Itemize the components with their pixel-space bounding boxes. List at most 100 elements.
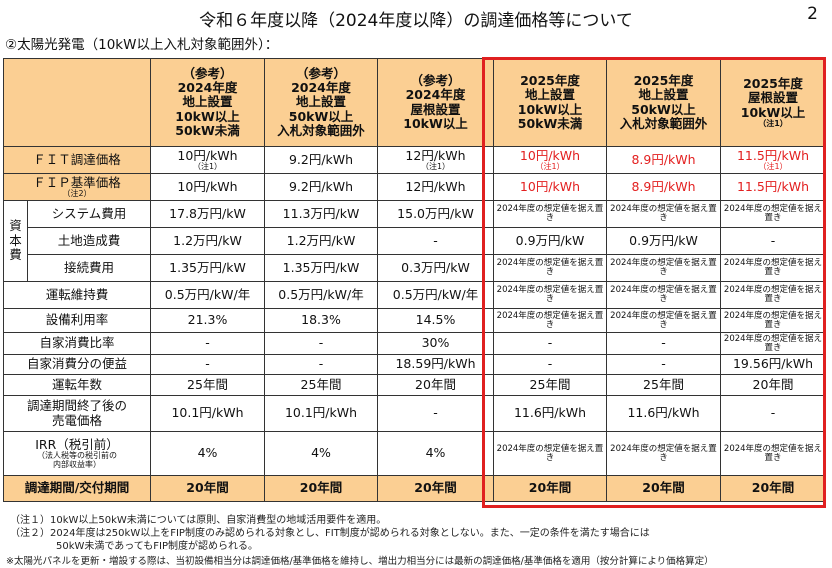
col-header-4: 2025年度 地上設置 10kW以上 50kW未満 xyxy=(493,58,607,147)
post-price-value: - xyxy=(720,395,826,432)
page-number: 2 xyxy=(807,4,818,24)
land-value: 1.2万円/kW xyxy=(150,227,265,255)
connection-value: 1.35万円/kW xyxy=(150,254,265,282)
self-ratio-value: - xyxy=(606,332,721,355)
row-fip: ＦＩＰ基準価格 （注2） 10円/kWh 9.2円/kWh 12円/kWh 10円… xyxy=(3,173,826,201)
connection-value: 0.3万円/kW xyxy=(377,254,494,282)
years-value: 25年間 xyxy=(264,374,378,396)
row-period: 調達期間/交付期間 20年間 20年間 20年間 20年間 20年間 20年間 xyxy=(3,475,826,502)
fit-value: 9.2円/kWh xyxy=(264,146,378,174)
om-value: 2024年度の想定値を据え置き xyxy=(493,281,607,309)
om-value: 0.5万円/kW/年 xyxy=(377,281,494,309)
self-benefit-value: - xyxy=(150,354,265,375)
fip-value: 9.2円/kWh xyxy=(264,173,378,201)
connection-value: 2024年度の想定値を据え置き xyxy=(493,254,607,282)
connection-value: 2024年度の想定値を据え置き xyxy=(606,254,721,282)
irr-value: 4% xyxy=(377,431,494,476)
row-om-cost: 運転維持費 0.5万円/kW/年 0.5万円/kW/年 0.5万円/kW/年 2… xyxy=(3,281,826,309)
row-label-connection: 接続費用 xyxy=(27,254,151,282)
row-system-cost: 資本費 システム費用 17.8万円/kW 11.3万円/kW 15.0万円/kW… xyxy=(3,200,826,282)
self-ratio-value: - xyxy=(493,332,607,355)
irr-value: 2024年度の想定値を据え置き xyxy=(720,431,826,476)
capacity-value: 18.3% xyxy=(264,308,378,333)
footnote-2-cont: 50kW未満であってもFIP制度が認められる。 xyxy=(56,541,259,552)
row-self-consumption-benefit: 自家消費分の便益 - - 18.59円/kWh - - 19.56円/kWh xyxy=(3,354,826,375)
capacity-value: 2024年度の想定値を据え置き xyxy=(720,308,826,333)
self-benefit-value: 18.59円/kWh xyxy=(377,354,494,375)
header-row: （参考） 2024年度 地上設置 10kW以上 50kW未満 （参考） 2024年度 地上設… xyxy=(3,58,826,147)
land-value: 0.9万円/kW xyxy=(493,227,607,255)
col-header-1: （参考） 2024年度 地上設置 10kW以上 50kW未満 xyxy=(150,58,265,147)
years-value: 25年間 xyxy=(493,374,607,396)
capital-cost-group-label: 資本費 xyxy=(3,200,28,282)
self-ratio-value: - xyxy=(150,332,265,355)
system-value: 17.8万円/kW xyxy=(150,200,265,228)
system-value: 2024年度の想定値を据え置き xyxy=(720,200,826,228)
fit-value: 12円/kWh （注1） xyxy=(377,146,494,174)
years-value: 20年間 xyxy=(720,374,826,396)
row-label-self-ratio: 自家消費比率 xyxy=(3,332,151,355)
om-value: 0.5万円/kW/年 xyxy=(150,281,265,309)
self-ratio-value: 2024年度の想定値を据え置き xyxy=(720,332,826,355)
land-value: 1.2万円/kW xyxy=(264,227,378,255)
row-capacity-factor: 設備利用率 21.3% 18.3% 14.5% 2024年度の想定値を据え置き … xyxy=(3,308,826,333)
irr-value: 2024年度の想定値を据え置き xyxy=(606,431,721,476)
fit-value: 11.5円/kWh （注1） xyxy=(720,146,826,174)
row-operating-years: 運転年数 25年間 25年間 20年間 25年間 25年間 20年間 xyxy=(3,374,826,396)
col-header-3: （参考） 2024年度 屋根設置 10kW以上 xyxy=(377,58,494,147)
row-label-period: 調達期間/交付期間 xyxy=(3,475,151,502)
system-value: 15.0万円/kW xyxy=(377,200,494,228)
footnote-2: （注２）2024年度は250kW以上をFIP制度のみ認められる対象とし、FIT制… xyxy=(10,528,650,539)
self-benefit-value: - xyxy=(264,354,378,375)
post-price-value: 11.6円/kWh xyxy=(493,395,607,432)
years-value: 25年間 xyxy=(606,374,721,396)
connection-value: 1.35万円/kW xyxy=(264,254,378,282)
row-label-system: システム費用 xyxy=(27,200,151,228)
row-land-cost: 土地造成費 1.2万円/kW 1.2万円/kW - 0.9万円/kW 0.9万円… xyxy=(4,227,826,255)
fit-value: 10円/kWh （注1） xyxy=(493,146,607,174)
system-value: 11.3万円/kW xyxy=(264,200,378,228)
post-price-value: 11.6円/kWh xyxy=(606,395,721,432)
self-ratio-value: - xyxy=(264,332,378,355)
self-benefit-value: - xyxy=(493,354,607,375)
period-value: 20年間 xyxy=(493,475,607,502)
system-value: 2024年度の想定値を据え置き xyxy=(493,200,607,228)
fip-value: 12円/kWh xyxy=(377,173,494,201)
row-self-consumption-ratio: 自家消費比率 - - 30% - - 2024年度の想定値を据え置き xyxy=(3,332,826,355)
post-price-value: 10.1円/kWh xyxy=(150,395,265,432)
row-label-capacity: 設備利用率 xyxy=(3,308,151,333)
connection-value: 2024年度の想定値を据え置き xyxy=(720,254,826,282)
row-fit: ＦＩＴ調達価格 10円/kWh （注1） 9.2円/kWh 12円/kWh （注1）… xyxy=(3,146,826,174)
self-benefit-value: - xyxy=(606,354,721,375)
capacity-value: 21.3% xyxy=(150,308,265,333)
row-label-post-price: 調達期間終了後の 売電価格 xyxy=(3,395,151,432)
post-price-value: - xyxy=(377,395,494,432)
capacity-value: 2024年度の想定値を据え置き xyxy=(606,308,721,333)
irr-value: 4% xyxy=(264,431,378,476)
row-label-om: 運転維持費 xyxy=(3,281,151,309)
row-irr: IRR（税引前） （法人税等の税引前の 内部収益率） 4% 4% 4% 2024年度… xyxy=(3,431,826,476)
irr-value: 2024年度の想定値を据え置き xyxy=(493,431,607,476)
row-label-fit: ＦＩＴ調達価格 xyxy=(3,146,151,174)
period-value: 20年間 xyxy=(720,475,826,502)
land-value: - xyxy=(720,227,826,255)
row-label-years: 運転年数 xyxy=(3,374,151,396)
footnote-3: ※太陽光パネルを更新・増設する際は、当初設備相当分は調達価格/基準価格を維持し、… xyxy=(6,556,714,567)
page-title: 令和６年度以降（2024年度以降）の調達価格等について xyxy=(199,11,633,31)
years-value: 25年間 xyxy=(150,374,265,396)
system-value: 2024年度の想定値を据え置き xyxy=(606,200,721,228)
fip-value: 10円/kWh xyxy=(493,173,607,201)
years-value: 20年間 xyxy=(377,374,494,396)
period-value: 20年間 xyxy=(606,475,721,502)
row-label-fip: ＦＩＰ基準価格 （注2） xyxy=(3,173,151,201)
fip-value: 8.9円/kWh xyxy=(606,173,721,201)
row-label-self-benefit: 自家消費分の便益 xyxy=(3,354,151,375)
fit-value: 8.9円/kWh xyxy=(606,146,721,174)
capacity-value: 2024年度の想定値を据え置き xyxy=(493,308,607,333)
land-value: - xyxy=(377,227,494,255)
section-subtitle: ②太陽光発電（10kW以上入札対象範囲外）： xyxy=(5,37,279,53)
period-value: 20年間 xyxy=(377,475,494,502)
row-connection-cost: 接続費用 1.35万円/kW 1.35万円/kW 0.3万円/kW 2024年度… xyxy=(4,254,826,282)
tariff-table: （参考） 2024年度 地上設置 10kW以上 50kW未満 （参考） 2024年度 地上設… xyxy=(3,58,826,502)
irr-value: 4% xyxy=(150,431,265,476)
